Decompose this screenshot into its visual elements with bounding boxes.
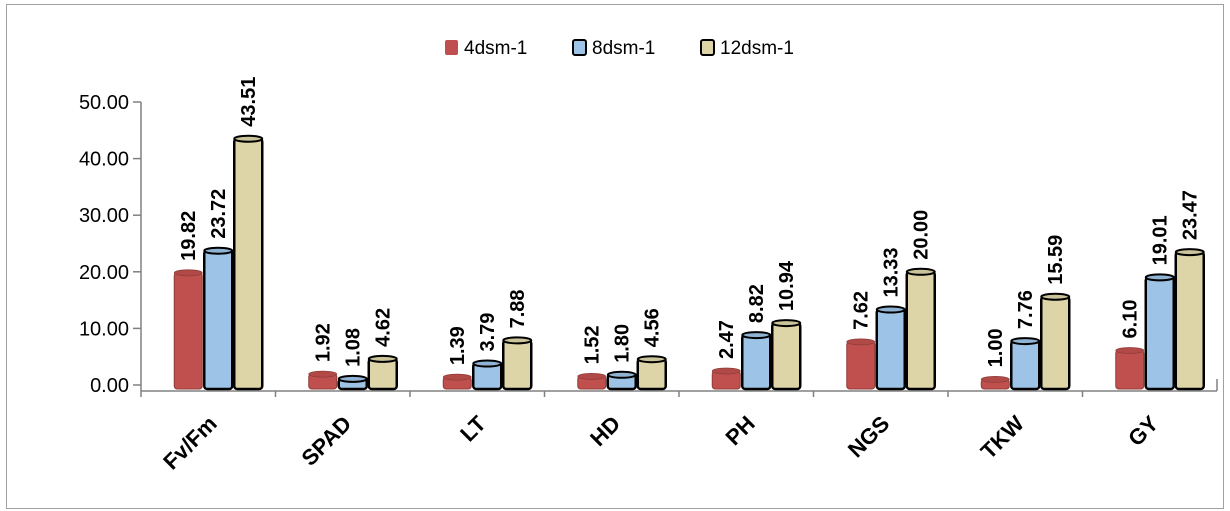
bar	[905, 270, 936, 391]
bar-top	[337, 374, 368, 383]
data-label: 7.88	[507, 289, 529, 328]
bar	[1144, 276, 1175, 391]
bar	[233, 137, 264, 391]
data-label: 19.82	[178, 211, 200, 261]
legend: 4dsm-1 8dsm-1 12dsm-1	[445, 38, 794, 59]
bar	[367, 357, 398, 391]
bar	[846, 341, 876, 390]
data-label: 6.10	[1120, 300, 1142, 339]
bar	[1010, 339, 1041, 391]
y-tick-label: 40.00	[79, 149, 129, 171]
bar	[203, 249, 234, 391]
data-label: 23.72	[208, 189, 230, 239]
bar-top	[771, 319, 802, 328]
y-tick-label: 30.00	[79, 205, 129, 227]
bar	[741, 333, 772, 391]
data-label: 3.79	[477, 313, 499, 352]
bar-top	[636, 355, 667, 364]
data-label: 1.08	[343, 328, 365, 367]
data-label: 7.62	[851, 291, 873, 330]
category-label: HD	[585, 411, 625, 451]
legend-label: 12dsm-1	[720, 38, 794, 59]
data-label: 2.47	[716, 320, 738, 359]
bar-top	[367, 354, 398, 363]
data-label: 20.00	[911, 210, 933, 260]
bar-top	[1010, 337, 1041, 346]
legend-swatch	[700, 39, 715, 56]
legend-label: 8dsm-1	[592, 38, 655, 59]
bar-top	[173, 269, 203, 277]
data-label: 1.39	[447, 326, 469, 365]
category-label: LT	[455, 410, 491, 446]
category-label: TKW	[976, 411, 1029, 464]
bar-top	[980, 375, 1010, 383]
bar	[173, 272, 203, 390]
data-label: 1.92	[313, 323, 335, 362]
bar-top	[1115, 347, 1145, 354]
category-label: NGS	[843, 411, 894, 462]
legend-swatch	[572, 39, 587, 56]
data-label: 8.82	[746, 284, 768, 323]
bar-top	[502, 336, 533, 345]
bar-chart: 0.00 10.00 20.00 30.00 40.00 50.00 Fv/Fm SPAD LT…	[79, 38, 1218, 474]
data-label: 1.00	[985, 328, 1007, 367]
bar-top	[741, 331, 772, 340]
legend-swatch	[445, 40, 458, 55]
data-label: 43.51	[238, 77, 260, 127]
bar-top	[1144, 273, 1175, 282]
bar	[875, 308, 906, 391]
bar-top	[442, 373, 472, 381]
data-label: 1.80	[612, 324, 634, 363]
data-label: 4.56	[642, 308, 664, 347]
bar-top	[711, 367, 741, 375]
data-label: 4.62	[373, 308, 395, 347]
category-label: SPAD	[297, 411, 357, 471]
bar-top	[846, 338, 876, 346]
category-label: GY	[1123, 411, 1163, 451]
bar-top	[472, 359, 503, 368]
legend-label: 4dsm-1	[464, 38, 527, 59]
data-label: 23.47	[1180, 190, 1202, 240]
bar	[771, 321, 802, 391]
bar	[636, 357, 667, 391]
y-tick-label: 20.00	[79, 262, 129, 284]
data-label: 13.33	[881, 247, 903, 297]
bar	[1115, 349, 1145, 390]
chart-frame: 0.00 10.00 20.00 30.00 40.00 50.00 Fv/Fm SPAD LT…	[6, 4, 1224, 509]
bar	[502, 339, 533, 391]
bar-top	[1040, 292, 1071, 301]
category-label: PH	[720, 411, 759, 450]
data-label: 10.94	[776, 260, 798, 311]
labels-layer: 19.82 1.92 1.39 1.52 2.47 7.62 1.00 6.10 23.72 1.…	[178, 77, 1202, 368]
bar-top	[577, 372, 607, 380]
bar-top	[875, 305, 906, 314]
bars-layer	[173, 134, 1205, 391]
data-label: 15.59	[1045, 235, 1067, 285]
data-label: 7.76	[1015, 290, 1037, 329]
bar-top	[203, 246, 234, 255]
bar	[1174, 250, 1205, 391]
data-label: 1.52	[582, 325, 604, 364]
bar	[1040, 295, 1071, 391]
bar-top	[606, 370, 637, 379]
category-label: Fv/Fm	[158, 411, 221, 474]
bar-top	[308, 370, 338, 378]
bar-top	[905, 267, 936, 276]
y-tick-label: 10.00	[79, 318, 129, 340]
bar-top	[1174, 248, 1205, 257]
y-tick-label: 0.00	[90, 375, 129, 397]
bar-top	[233, 134, 264, 143]
data-label: 19.01	[1150, 215, 1172, 265]
y-tick-label: 50.00	[79, 92, 129, 114]
